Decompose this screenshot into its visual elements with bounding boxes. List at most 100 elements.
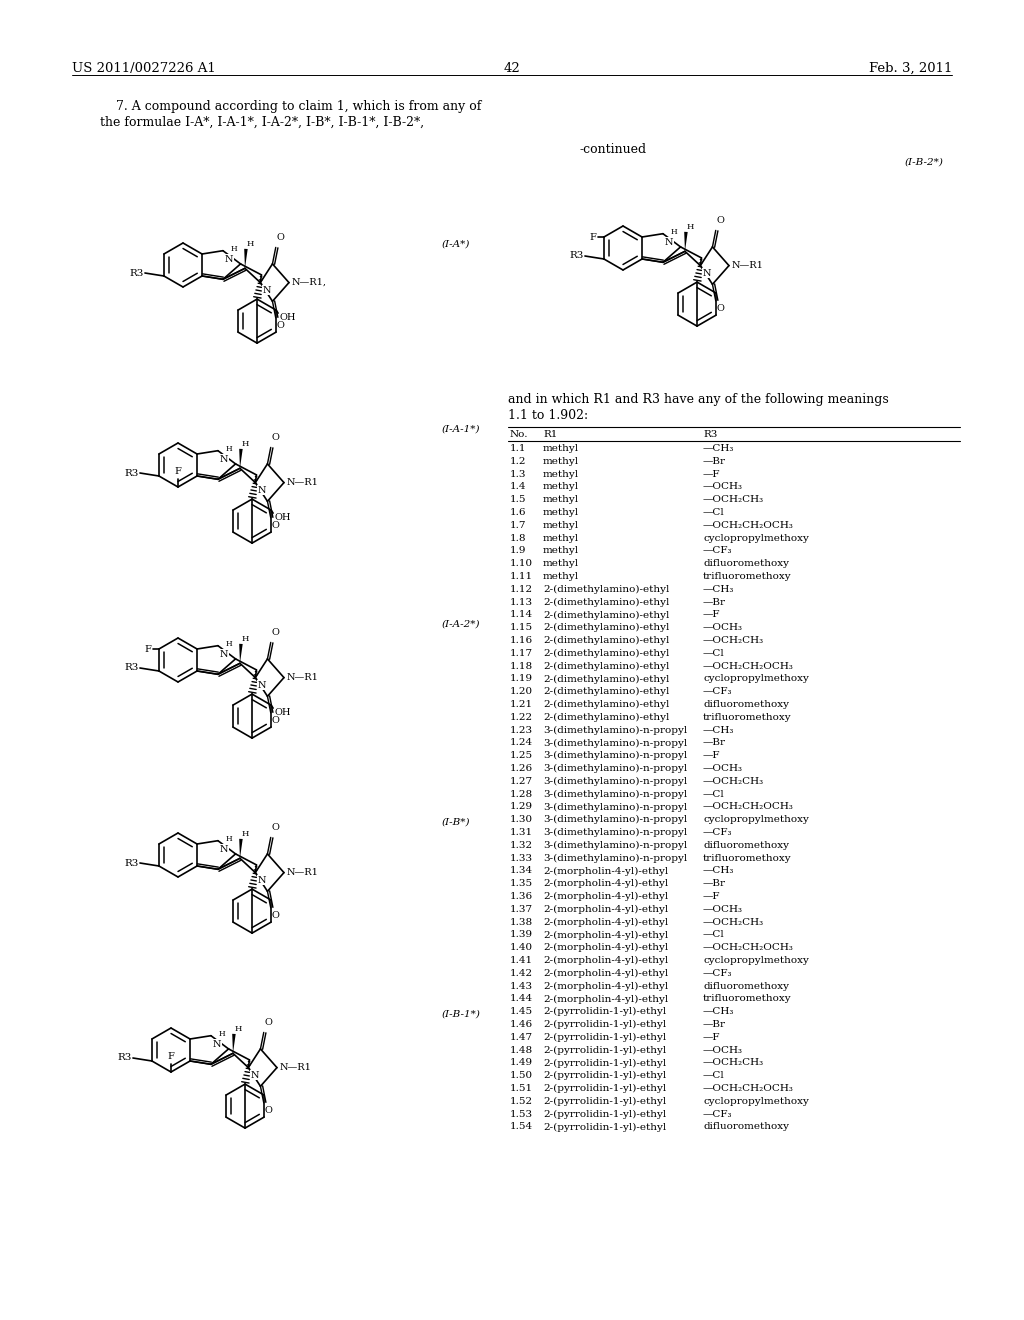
Text: difluoromethoxy: difluoromethoxy [703,982,790,990]
Text: N: N [220,845,228,854]
Text: 1.33: 1.33 [510,854,534,862]
Text: —Br: —Br [703,879,726,888]
Text: and in which R1 and R3 have any of the following meanings: and in which R1 and R3 have any of the f… [508,393,889,407]
Text: 2-(pyrrolidin-1-yl)-ethyl: 2-(pyrrolidin-1-yl)-ethyl [543,1072,667,1080]
Text: 2-(morpholin-4-yl)-ethyl: 2-(morpholin-4-yl)-ethyl [543,969,669,978]
Text: O: O [265,1019,272,1027]
Text: —F: —F [703,892,721,902]
Text: —Cl: —Cl [703,1072,725,1080]
Text: —OCH₃: —OCH₃ [703,904,743,913]
Text: 1.38: 1.38 [510,917,534,927]
Text: 2-(morpholin-4-yl)-ethyl: 2-(morpholin-4-yl)-ethyl [543,982,669,991]
Text: N: N [257,875,266,884]
Text: 1.15: 1.15 [510,623,534,632]
Text: 2-(pyrrolidin-1-yl)-ethyl: 2-(pyrrolidin-1-yl)-ethyl [543,1020,667,1030]
Text: 2-(dimethylamino)-ethyl: 2-(dimethylamino)-ethyl [543,610,670,619]
Text: F: F [589,232,596,242]
Text: 1.13: 1.13 [510,598,534,607]
Text: 2-(pyrrolidin-1-yl)-ethyl: 2-(pyrrolidin-1-yl)-ethyl [543,1110,667,1119]
Text: 2-(pyrrolidin-1-yl)-ethyl: 2-(pyrrolidin-1-yl)-ethyl [543,1084,667,1093]
Text: cyclopropylmethoxy: cyclopropylmethoxy [703,675,809,684]
Text: trifluoromethoxy: trifluoromethoxy [703,713,792,722]
Text: 2-(morpholin-4-yl)-ethyl: 2-(morpholin-4-yl)-ethyl [543,904,669,913]
Text: 2-(dimethylamino)-ethyl: 2-(dimethylamino)-ethyl [543,649,670,657]
Text: 42: 42 [504,62,520,75]
Text: —OCH₂CH₂OCH₃: —OCH₂CH₂OCH₃ [703,521,794,529]
Text: H: H [671,227,678,236]
Text: 2-(dimethylamino)-ethyl: 2-(dimethylamino)-ethyl [543,623,670,632]
Text: 2-(morpholin-4-yl)-ethyl: 2-(morpholin-4-yl)-ethyl [543,956,669,965]
Text: 2-(dimethylamino)-ethyl: 2-(dimethylamino)-ethyl [543,675,670,684]
Text: 1.14: 1.14 [510,610,534,619]
Text: O: O [717,216,725,226]
Text: O: O [717,304,725,313]
Text: 1.42: 1.42 [510,969,534,978]
Text: N: N [220,649,228,659]
Text: 2-(dimethylamino)-ethyl: 2-(dimethylamino)-ethyl [543,598,670,607]
Text: O: O [265,1106,272,1115]
Text: 2-(dimethylamino)-ethyl: 2-(dimethylamino)-ethyl [543,700,670,709]
Text: (I-A*): (I-A*) [442,240,470,249]
Text: —CH₃: —CH₃ [703,444,734,453]
Text: difluoromethoxy: difluoromethoxy [703,700,790,709]
Text: 1.3: 1.3 [510,470,526,479]
Text: —OCH₂CH₃: —OCH₂CH₃ [703,636,764,645]
Text: methyl: methyl [543,482,580,491]
Text: 2-(dimethylamino)-ethyl: 2-(dimethylamino)-ethyl [543,661,670,671]
Text: 1.11: 1.11 [510,572,534,581]
Text: —Br: —Br [703,1020,726,1030]
Text: No.: No. [510,430,528,440]
Text: —Br: —Br [703,738,726,747]
Text: 1.19: 1.19 [510,675,534,684]
Text: 1.12: 1.12 [510,585,534,594]
Text: 3-(dimethylamino)-n-propyl: 3-(dimethylamino)-n-propyl [543,854,687,863]
Text: trifluoromethoxy: trifluoromethoxy [703,854,792,862]
Polygon shape [232,1034,236,1053]
Text: 1.39: 1.39 [510,931,534,940]
Text: 1.51: 1.51 [510,1084,534,1093]
Text: H: H [242,830,249,838]
Text: 1.49: 1.49 [510,1059,534,1068]
Text: 1.50: 1.50 [510,1072,534,1080]
Text: methyl: methyl [543,546,580,556]
Text: N: N [665,238,674,247]
Text: —F: —F [703,470,721,479]
Text: methyl: methyl [543,508,580,517]
Text: 1.21: 1.21 [510,700,534,709]
Text: F: F [174,467,181,477]
Text: cyclopropylmethoxy: cyclopropylmethoxy [703,956,809,965]
Text: 1.1 to 1.902:: 1.1 to 1.902: [508,409,588,422]
Text: 1.5: 1.5 [510,495,526,504]
Text: O: O [271,911,280,920]
Text: (I-B-2*): (I-B-2*) [905,158,944,168]
Text: methyl: methyl [543,457,580,466]
Text: 1.53: 1.53 [510,1110,534,1118]
Text: 1.36: 1.36 [510,892,534,902]
Text: difluoromethoxy: difluoromethoxy [703,841,790,850]
Text: O: O [271,433,280,442]
Text: —OCH₂CH₃: —OCH₂CH₃ [703,917,764,927]
Text: N: N [213,1040,221,1048]
Text: US 2011/0027226 A1: US 2011/0027226 A1 [72,62,216,75]
Text: R3: R3 [118,1053,132,1063]
Text: —Cl: —Cl [703,931,725,940]
Text: 1.30: 1.30 [510,816,534,824]
Text: N: N [257,681,266,689]
Text: N: N [257,486,266,495]
Text: H: H [231,244,238,252]
Text: trifluoromethoxy: trifluoromethoxy [703,572,792,581]
Text: 1.9: 1.9 [510,546,526,556]
Text: 3-(dimethylamino)-n-propyl: 3-(dimethylamino)-n-propyl [543,828,687,837]
Text: —Br: —Br [703,457,726,466]
Text: 1.4: 1.4 [510,482,526,491]
Text: OH: OH [274,708,291,717]
Text: H: H [219,1030,225,1038]
Text: F: F [144,644,151,653]
Text: methyl: methyl [543,444,580,453]
Text: —CH₃: —CH₃ [703,726,734,735]
Text: —CF₃: —CF₃ [703,1110,732,1118]
Text: 2-(dimethylamino)-ethyl: 2-(dimethylamino)-ethyl [543,688,670,697]
Text: 3-(dimethylamino)-n-propyl: 3-(dimethylamino)-n-propyl [543,803,687,812]
Text: the formulae I-A*, I-A-1*, I-A-2*, I-B*, I-B-1*, I-B-2*,: the formulae I-A*, I-A-1*, I-A-2*, I-B*,… [100,116,424,129]
Text: 1.46: 1.46 [510,1020,534,1030]
